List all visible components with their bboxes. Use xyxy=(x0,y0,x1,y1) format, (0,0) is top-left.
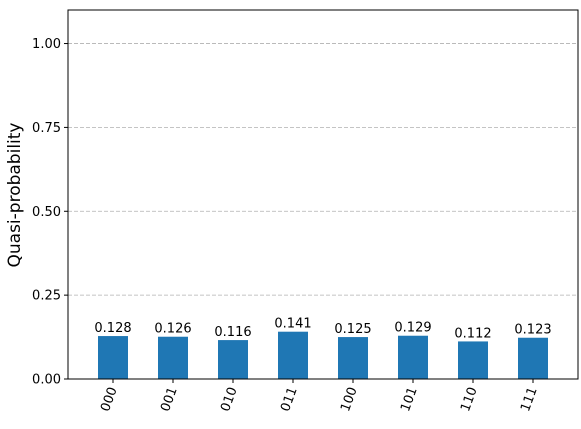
bar xyxy=(398,335,428,379)
bar xyxy=(218,340,248,379)
value-label: 0.116 xyxy=(214,325,251,340)
value-label: 0.129 xyxy=(394,321,431,336)
value-label: 0.141 xyxy=(274,317,311,332)
y-tick-label: 0.00 xyxy=(32,373,61,388)
x-tick-label: 110 xyxy=(458,385,481,413)
y-tick-label: 0.75 xyxy=(32,121,61,136)
x-tick-label: 001 xyxy=(158,385,181,413)
x-tick-label: 010 xyxy=(218,385,241,413)
bar xyxy=(98,336,128,379)
value-label: 0.125 xyxy=(334,322,371,337)
x-tick-label: 111 xyxy=(518,385,541,413)
y-tick-label: 0.25 xyxy=(32,289,61,304)
x-tick-label: 101 xyxy=(398,385,421,413)
value-label: 0.123 xyxy=(514,323,551,338)
y-tick-label: 1.00 xyxy=(32,37,61,52)
y-tick-label: 0.50 xyxy=(32,205,61,220)
bar xyxy=(458,341,488,379)
y-axis-label: Quasi-probability xyxy=(5,123,25,268)
bar xyxy=(158,336,188,379)
value-label: 0.126 xyxy=(154,322,191,337)
bar xyxy=(518,337,548,379)
bar xyxy=(278,331,308,379)
x-tick-label: 000 xyxy=(98,385,121,413)
value-label: 0.112 xyxy=(454,326,491,341)
x-tick-label: 011 xyxy=(278,385,301,413)
bar xyxy=(338,337,368,379)
value-label: 0.128 xyxy=(94,321,131,336)
plot-frame xyxy=(67,9,579,380)
x-tick-label: 100 xyxy=(338,385,361,413)
